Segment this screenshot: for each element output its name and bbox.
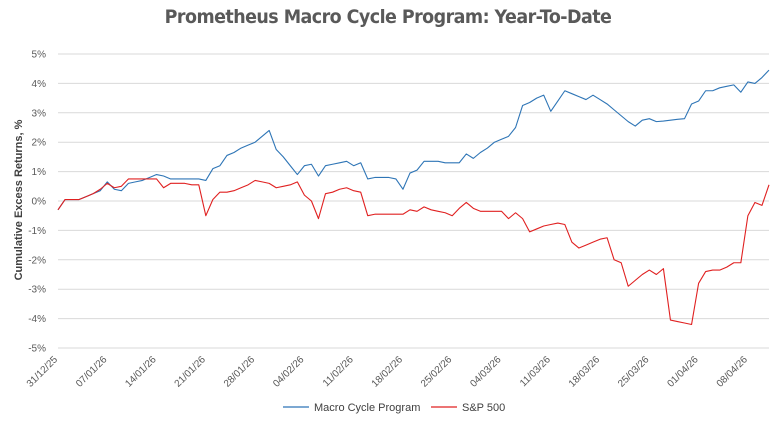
- x-tick-label: 18/02/26: [370, 354, 406, 390]
- x-tick-label: 08/04/26: [715, 354, 751, 390]
- x-tick-label: 11/03/26: [518, 354, 553, 389]
- series-lines: [57, 69, 770, 326]
- series-line-macro-cycle-program: [57, 69, 770, 211]
- series-line-sp500: [57, 178, 770, 326]
- x-tick-label: 31/12/25: [25, 354, 61, 390]
- x-tick-label: 25/02/26: [419, 354, 455, 390]
- y-tick-label: 2%: [32, 138, 47, 149]
- x-tick-label: 04/03/26: [468, 354, 504, 390]
- y-tick-label: 0%: [32, 197, 47, 208]
- y-tick-label: 5%: [32, 50, 47, 61]
- y-tick-label: 3%: [32, 108, 47, 119]
- gridlines: [58, 53, 769, 349]
- x-tick-label: 01/04/26: [665, 354, 701, 390]
- x-tick-label: 21/01/26: [173, 354, 209, 390]
- legend: Macro Cycle Program S&P 500: [283, 402, 505, 414]
- x-tick-label: 11/02/26: [321, 354, 356, 389]
- x-tick-label: 28/01/26: [222, 354, 258, 390]
- y-tick-label: -2%: [28, 255, 46, 266]
- y-axis-label: Cumulative Excess Returns, %: [13, 119, 25, 280]
- x-tick-label: 04/02/26: [271, 354, 307, 390]
- y-tick-label: -3%: [28, 285, 46, 296]
- x-tick-label: 18/03/26: [567, 354, 603, 390]
- y-tick-label: -5%: [28, 344, 46, 355]
- chart-title: Prometheus Macro Cycle Program: Year-To-…: [164, 6, 612, 28]
- y-tick-label: 4%: [32, 79, 47, 90]
- x-tick-label: 07/01/26: [74, 354, 110, 390]
- legend-label: Macro Cycle Program: [314, 402, 420, 414]
- x-tick-label: 14/01/26: [123, 354, 159, 390]
- x-tick-label: 25/03/26: [616, 354, 652, 390]
- y-tick-label: 1%: [32, 167, 47, 178]
- y-tick-label: -4%: [28, 314, 46, 325]
- y-tick-label: -1%: [28, 226, 46, 237]
- y-axis-ticks: 5% 4% 3% 2% 1% 0% -1% -2% -3% -4% -5%: [28, 50, 46, 355]
- legend-label: S&P 500: [462, 402, 505, 414]
- x-axis-ticks: 31/12/25 07/01/26 14/01/26 21/01/26 28/01/26…: [25, 354, 750, 390]
